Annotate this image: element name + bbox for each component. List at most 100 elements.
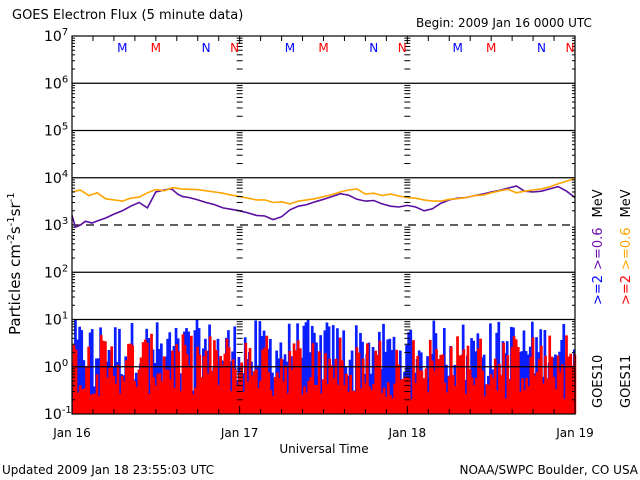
- goes11-2mev-bar: [481, 370, 485, 414]
- goes11-2mev-bar: [395, 349, 399, 414]
- goes11-2mev-bar: [275, 372, 279, 414]
- goes11-2mev-bar: [265, 335, 269, 414]
- noon-midnight-marker: M: [285, 41, 295, 55]
- goes11-2mev-bar: [162, 356, 166, 414]
- legend-goes10-energy: >=2>=0.6MeV: [591, 189, 606, 305]
- goes11-2mev-bar: [261, 349, 264, 414]
- goes11-2mev-bar: [470, 377, 474, 414]
- goes11-2mev-bar: [231, 359, 235, 414]
- goes11-2mev-bar: [519, 391, 522, 414]
- goes11-2mev-bar: [309, 377, 313, 414]
- goes11-2mev-bar: [208, 336, 212, 414]
- goes11-2mev-bar: [213, 340, 216, 414]
- goes10-2mev-bar: [442, 328, 446, 414]
- goes11-2mev-bar: [183, 344, 187, 414]
- goes11-2mev-bar: [336, 384, 340, 414]
- goes11-2mev-bar: [525, 377, 529, 414]
- goes11-2mev-bar: [252, 371, 256, 414]
- goes11-2mev-bar: [282, 381, 285, 414]
- goes11-2mev-bar: [200, 377, 204, 414]
- goes11-2mev-bar: [443, 382, 447, 414]
- goes11-2mev-bar: [563, 398, 566, 414]
- goes11-2mev-bar: [125, 360, 128, 414]
- goes11-2mev-bar: [106, 377, 109, 414]
- goes11-2mev-bar: [410, 399, 413, 414]
- goes11-2mev-bar: [338, 337, 342, 414]
- goes11-2mev-bar: [129, 343, 132, 414]
- goes11-2mev-bar: [257, 388, 260, 414]
- goes11-2mev-bar: [175, 344, 179, 414]
- goes10-2mev-bar: [315, 342, 318, 414]
- goes11-2mev-bar: [479, 338, 482, 414]
- goes11-2mev-bar: [489, 374, 493, 414]
- goes11-2mev-bar: [401, 378, 405, 414]
- y-tick-base: 10: [44, 29, 62, 45]
- goes11-2mev-bar: [114, 383, 118, 414]
- goes11-2mev-bar: [420, 370, 424, 414]
- goes11-2mev-bar: [418, 370, 422, 414]
- goes11-2mev-bar: [502, 342, 505, 414]
- goes11-2mev-bar: [407, 378, 411, 414]
- goes10-2mev-bar: [269, 338, 272, 414]
- y-tick-label: 106: [44, 74, 68, 92]
- goes11-2mev-bar: [571, 365, 575, 414]
- goes11-2mev-bar: [269, 389, 273, 414]
- goes11-2mev-bar: [531, 337, 535, 414]
- legend-goes11-energy: >=2>=0.6MeV: [619, 189, 634, 305]
- goes10-2mev-bar: [426, 356, 429, 414]
- goes10-2mev-bar: [78, 326, 81, 414]
- goes11-2mev-bar: [451, 375, 455, 414]
- goes10-2mev-bar: [304, 322, 308, 414]
- goes11-2mev-bar: [533, 375, 537, 414]
- y-axis-label: Particles cm-2s-1sr-1: [6, 192, 24, 335]
- updated-timestamp: Updated 2009 Jan 18 23:55:03 UTC: [2, 463, 214, 477]
- goes11-2mev-bar: [148, 393, 151, 414]
- goes10-2mev-bar: [147, 337, 151, 414]
- goes11-2mev-bar: [118, 393, 122, 414]
- legend-goes11: GOES11: [619, 355, 634, 408]
- goes11-2mev-bar: [514, 339, 518, 414]
- goes11-2mev-bar: [378, 340, 382, 414]
- goes11-2mev-bar: [529, 356, 533, 414]
- goes10-2mev-bar: [382, 323, 385, 414]
- y-tick-base: 10: [44, 407, 62, 423]
- goes11-2mev-bar: [454, 386, 457, 414]
- goes10-2mev-bar: [495, 332, 499, 414]
- chart-title: GOES Electron Flux (5 minute data): [12, 8, 243, 23]
- goes11-2mev-bar: [340, 360, 344, 414]
- goes11-2mev-bar: [217, 385, 220, 414]
- goes11-2mev-bar: [399, 379, 403, 414]
- goes10-2mev-bar: [82, 360, 86, 414]
- goes11-2mev-bar: [99, 335, 103, 414]
- goes11-2mev-bar: [166, 369, 170, 414]
- goes11-2mev-bar: [433, 371, 436, 414]
- goes11-2mev-bar: [288, 351, 292, 414]
- goes11-2mev-bar: [468, 369, 472, 414]
- goes11-2mev-bar: [393, 383, 396, 414]
- y-tick-label: 100: [44, 358, 68, 376]
- goes11-2mev-bar: [206, 373, 210, 414]
- goes11-2mev-bar: [485, 384, 489, 414]
- goes11-2mev-bar: [510, 347, 514, 414]
- goes11-2mev-bar: [569, 353, 573, 414]
- goes11-2mev-bar: [91, 393, 95, 414]
- x-tick-label: Jan 16: [52, 426, 91, 440]
- y-tick-label: 10-1: [44, 405, 72, 423]
- x-axis-label: Universal Time: [279, 442, 368, 456]
- goes11-2mev-bar: [116, 364, 120, 414]
- goes11-2mev-bar: [353, 391, 357, 414]
- goes11-2mev-bar: [527, 386, 531, 414]
- legend: GOES10 GOES11 >=2>=0.6MeV >=2>=0.6MeV: [591, 189, 634, 408]
- y-tick-exp: -1: [62, 405, 72, 416]
- goes11-2mev-bar: [349, 374, 352, 414]
- goes11-2mev-bar: [305, 392, 308, 414]
- goes11-2mev-bar: [127, 343, 130, 414]
- goes11-2mev-bar: [342, 385, 346, 414]
- goes11-2mev-bar: [384, 396, 388, 414]
- goes11-2mev-bar: [250, 375, 254, 414]
- goes11-2mev-bar: [449, 346, 453, 414]
- goes11-2mev-bar: [273, 376, 277, 414]
- goes11-2mev-bar: [439, 354, 443, 414]
- goes11-2mev-bar: [500, 374, 503, 414]
- y-tick-exp: 6: [62, 74, 68, 85]
